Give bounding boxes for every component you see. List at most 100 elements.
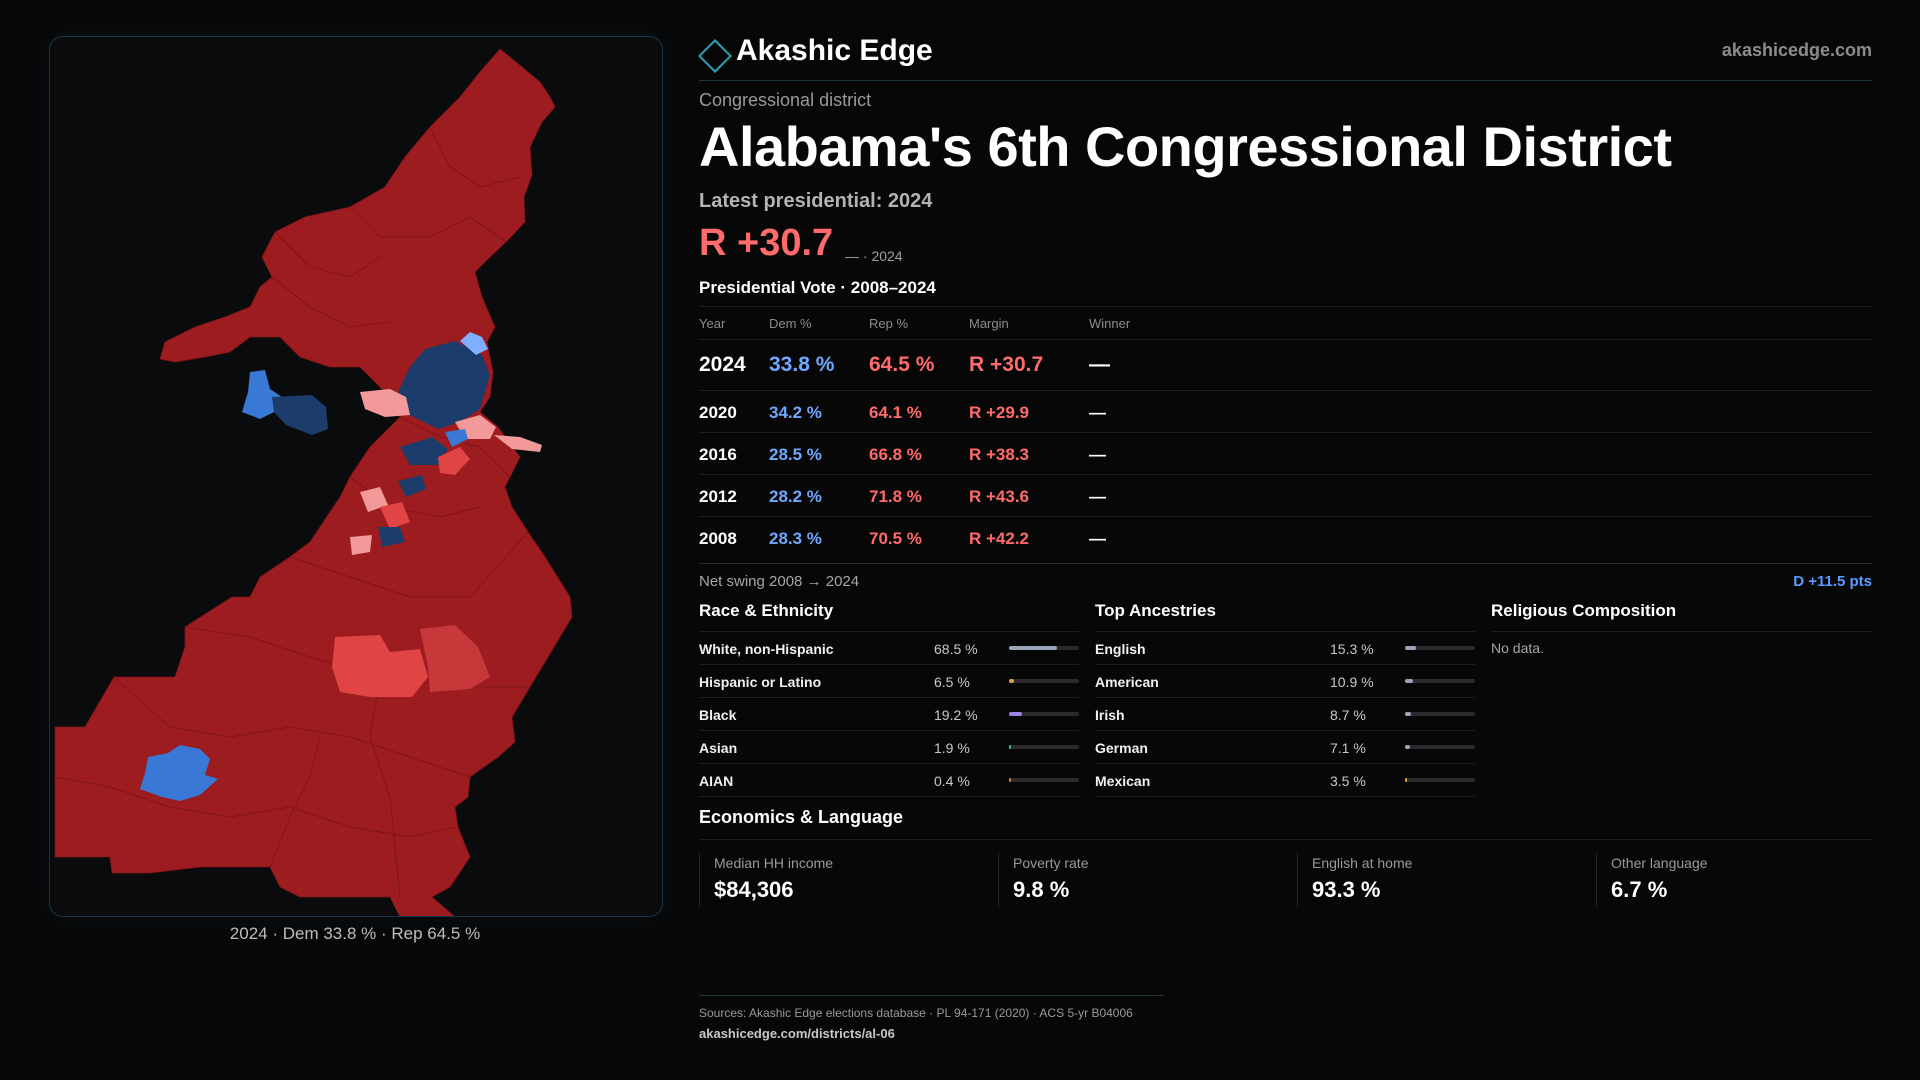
demo-bar-track xyxy=(1009,778,1079,782)
precinct-lean-rep-mid xyxy=(438,447,470,475)
ancestries-section: Top Ancestries English 15.3 % American 10.9… xyxy=(1095,600,1475,797)
brand-name[interactable]: Akashic Edge xyxy=(736,34,933,67)
precinct-dem-corridor xyxy=(445,429,468,447)
col-winner: Winner xyxy=(1089,316,1131,331)
demo-bar-track xyxy=(1405,778,1475,782)
demo-row: Mexican 3.5 % xyxy=(1095,764,1475,797)
demo-pct: 6.5 % xyxy=(934,674,970,690)
sources-footer: Sources: Akashic Edge elections database… xyxy=(699,995,1164,1041)
economics-title: Economics & Language xyxy=(699,807,1872,840)
row-year: 2008 xyxy=(699,529,737,548)
precinct-light-rep-sw2 xyxy=(350,535,372,555)
stat-card-other-language: Other language 6.7 % xyxy=(1596,853,1873,907)
district-shape xyxy=(54,48,573,916)
headline-margin-sub: — · 2024 xyxy=(845,248,903,264)
demo-row: White, non-Hispanic 68.5 % xyxy=(699,632,1079,665)
row-margin: R +38.3 xyxy=(969,445,1030,464)
table-row: 2012 28.2 % 71.8 % R +43.6 — xyxy=(699,475,1872,517)
row-winner: — xyxy=(1089,487,1106,506)
district-map-panel[interactable] xyxy=(49,36,663,917)
demo-name: American xyxy=(1095,674,1159,690)
demo-row: Asian 1.9 % xyxy=(699,731,1079,764)
demo-bar-fill xyxy=(1405,778,1407,782)
page-eyebrow: Congressional district xyxy=(699,90,872,110)
precinct-dem-strong-center xyxy=(398,341,490,429)
row-rep: 70.5 % xyxy=(869,529,922,548)
demo-bar-track xyxy=(1405,646,1475,650)
source-url-link[interactable]: akashicedge.com/districts/al-06 xyxy=(699,1026,895,1041)
precinct-dem-strong-mid xyxy=(400,437,448,465)
demo-row: English 15.3 % xyxy=(1095,632,1475,665)
demo-bar-track xyxy=(1009,646,1079,650)
diamond-icon xyxy=(698,39,732,73)
row-year: 2024 xyxy=(699,353,746,376)
row-rep: 66.8 % xyxy=(869,445,922,464)
religion-no-data: No data. xyxy=(1491,640,1544,656)
precinct-light-rep-east xyxy=(494,435,542,452)
district-map[interactable] xyxy=(50,37,662,916)
demo-pct: 8.7 % xyxy=(1330,707,1366,723)
stat-card-english: English at home 93.3 % xyxy=(1297,853,1596,907)
col-year: Year xyxy=(699,316,726,331)
economics-cards: Median HH income $84,306 Poverty rate 9.… xyxy=(699,853,1872,907)
demo-bar-fill xyxy=(1009,712,1022,716)
precinct-dem-strong-west xyxy=(272,395,328,435)
col-rep: Rep % xyxy=(869,316,909,331)
row-rep: 64.1 % xyxy=(869,403,922,422)
demo-pct: 0.4 % xyxy=(934,773,970,789)
stat-value: 93.3 % xyxy=(1312,877,1381,902)
map-caption: 2024 · Dem 33.8 % · Rep 64.5 % xyxy=(229,924,481,943)
brand-site-link[interactable]: akashicedge.com xyxy=(1721,40,1872,60)
precinct-light-dem-north xyxy=(460,332,488,355)
demo-pct: 19.2 % xyxy=(934,707,978,723)
sources-text: Sources: Akashic Edge elections database… xyxy=(699,1006,1133,1020)
stat-card-income: Median HH income $84,306 xyxy=(699,853,998,907)
demo-pct: 1.9 % xyxy=(934,740,970,756)
row-winner: — xyxy=(1089,353,1110,376)
demo-name: Asian xyxy=(699,740,738,756)
row-winner: — xyxy=(1089,403,1106,422)
row-rep: 64.5 % xyxy=(869,353,935,376)
precinct-lean-rep-sw xyxy=(380,502,410,529)
demo-bar-track xyxy=(1405,745,1475,749)
demo-name: Black xyxy=(699,707,737,723)
precinct-lean-rep-south xyxy=(332,635,428,697)
stat-card-poverty: Poverty rate 9.8 % xyxy=(998,853,1297,907)
demo-pct: 15.3 % xyxy=(1330,641,1374,657)
demo-name: German xyxy=(1095,740,1148,756)
row-dem: 33.8 % xyxy=(769,353,835,376)
stat-label: Poverty rate xyxy=(1013,855,1089,871)
brand-header: Akashic Edge akashicedge.com xyxy=(698,32,1872,81)
demo-name: English xyxy=(1095,641,1146,657)
demo-bar-fill xyxy=(1009,745,1011,749)
demo-pct: 68.5 % xyxy=(934,641,978,657)
demo-row: Irish 8.7 % xyxy=(1095,698,1475,731)
row-margin: R +30.7 xyxy=(969,353,1044,376)
demo-row: German 7.1 % xyxy=(1095,731,1475,764)
col-margin: Margin xyxy=(969,316,1009,331)
demo-bar-fill xyxy=(1009,778,1011,782)
row-dem: 28.3 % xyxy=(769,529,822,548)
row-dem: 28.5 % xyxy=(769,445,822,464)
stat-value: $84,306 xyxy=(714,877,794,902)
demo-pct: 7.1 % xyxy=(1330,740,1366,756)
precinct-lean-rep-south2 xyxy=(420,625,490,692)
demo-bar-track xyxy=(1405,712,1475,716)
table-header: Year Dem % Rep % Margin Winner xyxy=(699,306,1872,340)
demo-row: Hispanic or Latino 6.5 % xyxy=(699,665,1079,698)
ancestries-title: Top Ancestries xyxy=(1095,600,1475,632)
row-year: 2016 xyxy=(699,445,737,464)
demo-bar-fill xyxy=(1009,646,1057,650)
demo-pct: 10.9 % xyxy=(1330,674,1374,690)
demo-row: Black 19.2 % xyxy=(699,698,1079,731)
precinct-dem-west xyxy=(242,370,282,419)
table-row: 2024 33.8 % 64.5 % R +30.7 — xyxy=(699,340,1872,391)
row-winner: — xyxy=(1089,445,1106,464)
row-margin: R +43.6 xyxy=(969,487,1030,506)
race-title: Race & Ethnicity xyxy=(699,600,1079,632)
demo-row: American 10.9 % xyxy=(1095,665,1475,698)
row-year: 2020 xyxy=(699,403,737,422)
demo-name: AIAN xyxy=(699,773,734,789)
table-row: 2020 34.2 % 64.1 % R +29.9 — xyxy=(699,391,1872,433)
demo-bar-fill xyxy=(1405,745,1410,749)
